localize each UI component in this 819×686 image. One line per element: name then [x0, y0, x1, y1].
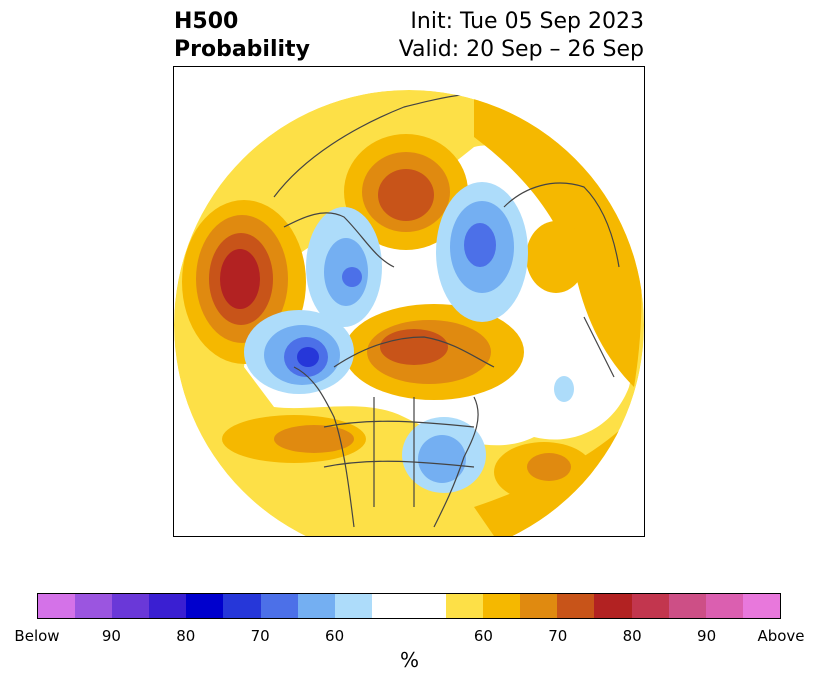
colorbar-segment: [408, 594, 447, 618]
colorbar-segment: [223, 594, 261, 618]
coastlines: [273, 92, 620, 528]
probability-map: [174, 90, 644, 536]
colorbar-tick-label: 80: [622, 627, 642, 645]
colorbar-unit: %: [399, 648, 419, 672]
colorbar-tick-label: 80: [176, 627, 196, 645]
colorbar-segment: [446, 594, 484, 618]
asia-anomaly-deep: [342, 267, 362, 287]
colorbar-segment: [149, 594, 187, 618]
title-line-1: H500: [174, 9, 239, 34]
arctic-anomaly-core: [380, 329, 448, 365]
colorbar-segment: [520, 594, 558, 618]
colorbar-segment: [38, 594, 76, 618]
colorbar-segment: [112, 594, 150, 618]
title-line-2: Probability: [174, 37, 310, 62]
colorbar-segment: [75, 594, 113, 618]
valid-range: Valid: 20 Sep – 26 Sep: [398, 37, 644, 62]
map-panel: [173, 66, 645, 537]
colorbar-segment: [557, 594, 595, 618]
map-title: H500 Probability: [174, 8, 310, 64]
colorbar-segment: [631, 594, 669, 618]
colorbar-segment: [705, 594, 743, 618]
colorbar-tick-labels: Below 90 80 70 60 60 70 80 90 Above: [0, 627, 819, 647]
gold-band-north: [474, 90, 642, 387]
pacific-anomaly-core: [220, 249, 260, 309]
date-info: Init: Tue 05 Sep 2023 Valid: 20 Sep – 26…: [399, 8, 644, 64]
colorbar-tick-label: 60: [325, 627, 345, 645]
europe-anomaly-outer: [526, 221, 586, 293]
colorbar-tick-label: 90: [101, 627, 121, 645]
atlantic-small-blue: [554, 376, 574, 402]
colorbar-segment: [260, 594, 298, 618]
nepacific-anomaly-deep: [297, 347, 319, 367]
colorbar-segment: [297, 594, 335, 618]
atlantic-anomaly-core: [527, 453, 571, 481]
colorbar-tick-label: Below: [14, 627, 60, 645]
colorbar-tick-label: 70: [548, 627, 568, 645]
colorbar-segment: [186, 594, 224, 618]
init-date: Init: Tue 05 Sep 2023: [410, 9, 644, 34]
colorbar-segment: [594, 594, 632, 618]
colorbar-tick-label: 60: [473, 627, 493, 645]
colorbar-tick-label: 90: [697, 627, 717, 645]
colorbar-segment: [668, 594, 706, 618]
colorbar: [37, 593, 781, 619]
colorbar-segment: [483, 594, 521, 618]
colorbar-tick-label: 70: [250, 627, 270, 645]
colorbar-tick-label: Above: [757, 627, 805, 645]
colorbar-segment: [742, 594, 780, 618]
colorbar-segment: [334, 594, 372, 618]
west-na-anomaly-core: [274, 425, 354, 453]
colorbar-segment: [371, 594, 409, 618]
scandinavia-anomaly-core: [464, 223, 496, 267]
siberia-anomaly-core: [378, 169, 434, 221]
east-us-anomaly-core: [418, 435, 466, 483]
